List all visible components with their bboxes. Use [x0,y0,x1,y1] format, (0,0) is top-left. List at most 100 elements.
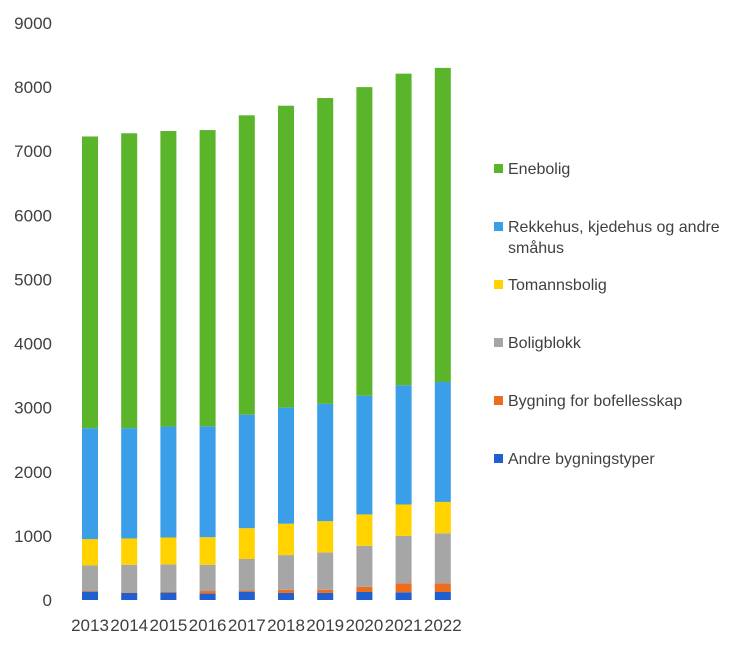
bar-segment-andre-bygningstyper [356,591,373,600]
x-tick-label: 2017 [228,616,266,635]
bar-segment-andre-bygningstyper [278,592,294,600]
bar-segment-boligblokk [317,552,334,590]
bar-stack-2016 [199,130,216,600]
bar-segment-rekkehus-kjedehus-og-andre-sm-hus [199,426,216,538]
x-tick-label: 2020 [345,616,383,635]
bar-segment-enebolig [199,130,216,427]
bar-segment-tomannsbolig [82,539,98,566]
bar-segment-andre-bygningstyper [160,592,177,600]
bar-segment-boligblokk [356,545,373,587]
legend-label: Andre bygningstyper [508,451,655,468]
bar-segment-tomannsbolig [356,514,373,546]
legend-item: Enebolig [494,161,570,178]
bar-stack-2018 [278,105,294,600]
bar-stack-2022 [434,67,451,600]
y-tick-label: 2000 [14,463,52,482]
legend-label: Bygning for bofellesskap [508,393,682,410]
bar-segment-bygning-for-bofellesskap [395,583,412,593]
bars [82,67,451,600]
bar-segment-bygning-for-bofellesskap [121,592,138,593]
bar-segment-andre-bygningstyper [395,592,412,600]
bar-segment-boligblokk [434,533,451,584]
y-tick-label: 3000 [14,399,52,418]
bar-segment-boligblokk [278,555,294,590]
y-tick-label: 4000 [14,335,52,354]
bar-stack-2014 [121,133,138,600]
bar-segment-enebolig [238,115,255,415]
bar-segment-bygning-for-bofellesskap [160,591,177,593]
bar-segment-andre-bygningstyper [82,591,98,600]
bar-segment-rekkehus-kjedehus-og-andre-sm-hus [121,428,138,539]
bar-segment-andre-bygningstyper [199,593,216,600]
bar-segment-rekkehus-kjedehus-og-andre-sm-hus [160,426,177,538]
y-tick-label: 9000 [14,14,52,33]
legend-label: Rekkehus, kjedehus og andre [508,219,720,236]
bar-segment-bygning-for-bofellesskap [434,583,451,592]
bar-stack-2013 [82,136,98,600]
legend: Enebolig Rekkehus, kjedehus og andre småhu… [494,161,720,468]
x-axis: 2013 2014 2015 2016 2017 2018 2019 2020 2021 2022 [71,616,462,635]
bar-segment-bygning-for-bofellesskap [356,586,373,592]
x-tick-label: 2013 [71,616,109,635]
bar-stack-2015 [160,131,177,600]
bar-segment-boligblokk [199,564,216,592]
bar-segment-tomannsbolig [395,504,412,536]
bar-segment-rekkehus-kjedehus-og-andre-sm-hus [317,403,334,522]
legend-item: Andre bygningstyper [494,451,655,468]
bar-segment-bygning-for-bofellesskap [278,589,294,593]
x-tick-label: 2019 [306,616,344,635]
bar-segment-enebolig [160,131,177,427]
bar-stack-2021 [395,73,412,600]
legend-swatch [494,164,503,173]
bar-stack-2019 [317,98,334,600]
legend-swatch [494,280,503,289]
bar-segment-bygning-for-bofellesskap [82,591,98,592]
legend-label: Tomannsbolig [508,277,607,294]
legend-swatch [494,222,503,231]
y-tick-label: 7000 [14,142,52,161]
bar-segment-enebolig [121,133,138,429]
y-tick-label: 1000 [14,527,52,546]
bar-segment-bygning-for-bofellesskap [199,591,216,594]
y-axis: 0 1000 2000 3000 4000 5000 6000 7000 8000 9000 [14,14,52,610]
bar-segment-tomannsbolig [160,537,177,565]
legend-label: småhus [508,239,564,257]
x-tick-label: 2016 [189,616,227,635]
bar-segment-tomannsbolig [434,501,451,534]
bar-segment-rekkehus-kjedehus-og-andre-sm-hus [395,385,412,505]
legend-item: Rekkehus, kjedehus og andre småhus [494,219,720,257]
bar-segment-andre-bygningstyper [238,591,255,600]
bar-segment-boligblokk [82,565,98,592]
bar-segment-andre-bygningstyper [317,592,334,600]
bar-segment-enebolig [356,87,373,396]
legend-swatch [494,338,503,347]
bar-segment-bygning-for-bofellesskap [238,590,255,592]
x-tick-label: 2021 [385,616,423,635]
bar-segment-enebolig [434,67,451,383]
bar-segment-tomannsbolig [317,521,334,553]
bar-segment-rekkehus-kjedehus-og-andre-sm-hus [238,414,255,529]
bar-stack-2020 [356,87,373,600]
bar-segment-rekkehus-kjedehus-og-andre-sm-hus [356,395,373,515]
y-tick-label: 6000 [14,206,52,225]
legend-item: Bygning for bofellesskap [494,393,682,410]
y-tick-label: 5000 [14,270,52,289]
bar-segment-boligblokk [395,535,412,584]
bar-segment-boligblokk [160,564,177,592]
bar-segment-tomannsbolig [199,537,216,565]
x-tick-label: 2015 [149,616,187,635]
bar-segment-andre-bygningstyper [121,592,138,600]
x-tick-label: 2018 [267,616,305,635]
bar-segment-rekkehus-kjedehus-og-andre-sm-hus [82,428,98,540]
x-tick-label: 2014 [110,616,148,635]
bar-segment-andre-bygningstyper [434,591,451,600]
legend-swatch [494,454,503,463]
legend-label: Boligblokk [508,335,582,352]
bar-segment-tomannsbolig [121,538,138,565]
bar-segment-boligblokk [238,558,255,591]
bar-segment-boligblokk [121,564,138,593]
bar-segment-enebolig [82,136,98,429]
legend-label: Enebolig [508,161,570,178]
y-tick-label: 0 [43,591,52,610]
